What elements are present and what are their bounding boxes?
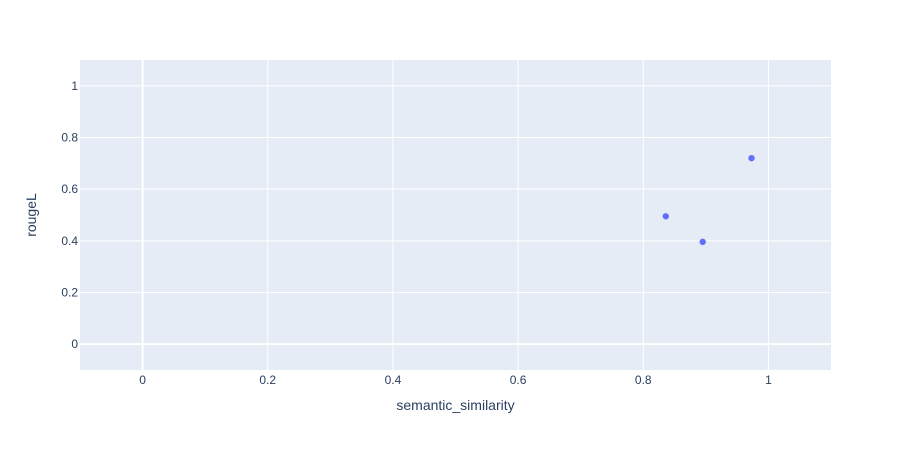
plot-area (80, 60, 831, 370)
y-gridlines (80, 85, 831, 346)
data-point (699, 238, 706, 246)
y-axis-title: rougeL (23, 193, 39, 237)
x-tick-label: 0.8 (635, 373, 652, 387)
data-point (748, 154, 755, 162)
data-points (662, 154, 755, 246)
y-tick-label: 0 (71, 337, 78, 351)
y-tick-label: 0.2 (61, 286, 78, 300)
x-gridlines (141, 60, 769, 370)
y-tick-label: 0.8 (61, 131, 78, 145)
x-tick-label: 0.6 (510, 373, 527, 387)
y-tick-label: 0.4 (61, 234, 78, 248)
x-axis-title: semantic_similarity (396, 397, 514, 413)
y-tick-label: 1 (71, 79, 78, 93)
x-tick-label: 0 (139, 373, 146, 387)
data-point (662, 213, 669, 220)
y-tick-label: 0.6 (61, 182, 78, 196)
x-tick-label: 0.4 (385, 373, 402, 387)
x-tick-labels: 0 0.2 0.4 0.6 0.8 1 (139, 373, 772, 387)
y-tick-labels: 0 0.2 0.4 0.6 0.8 1 (61, 79, 78, 351)
x-tick-label: 0.2 (259, 373, 276, 387)
x-tick-label: 1 (765, 373, 772, 387)
